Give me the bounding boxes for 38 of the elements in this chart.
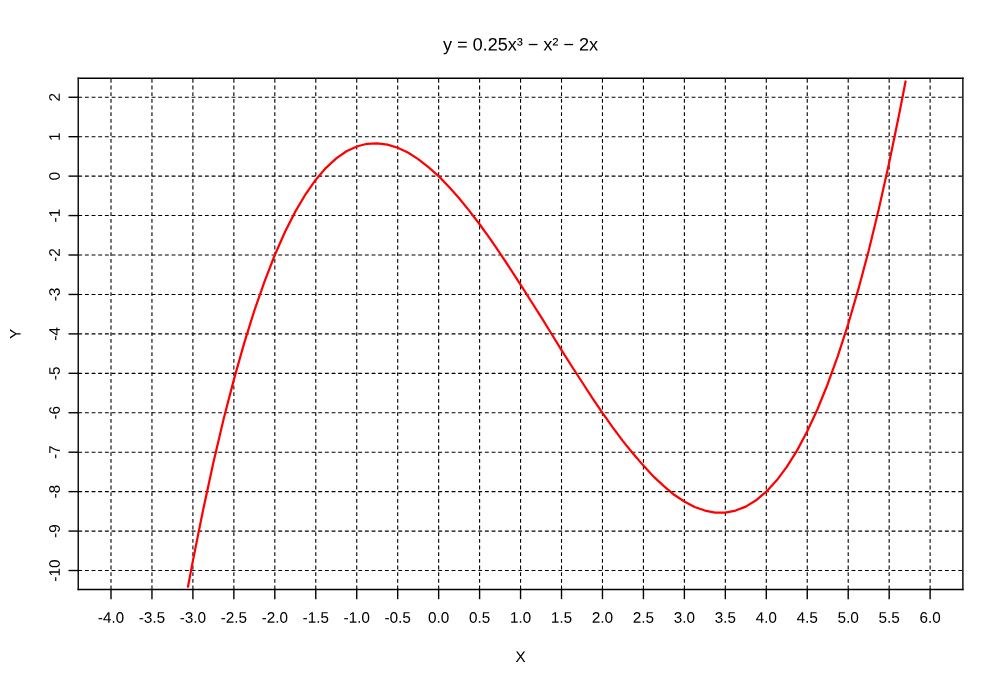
x-tick-label: 2.0	[592, 612, 613, 623]
x-axis-title: X	[515, 651, 526, 662]
x-tick-label: -3.5	[139, 612, 165, 623]
x-tick-label: -2.0	[262, 612, 288, 623]
y-tick-label: -7	[49, 446, 60, 459]
y-tick-label: -2	[49, 248, 60, 262]
x-tick-label: 4.0	[756, 612, 777, 623]
x-tick-label: 0.5	[469, 612, 490, 623]
x-tick-label: -3.0	[180, 612, 206, 623]
y-tick-label: -8	[49, 485, 60, 498]
y-tick-label: -6	[49, 406, 60, 419]
y-tick-label: -4	[49, 327, 60, 340]
x-tick-label: -0.5	[385, 612, 411, 623]
x-tick-label: 5.0	[838, 612, 859, 623]
x-tick-label: -1.5	[303, 612, 329, 623]
x-tick-label: 1.5	[552, 612, 572, 623]
x-tick-label: 6.0	[920, 612, 941, 623]
line-series	[186, 80, 907, 588]
y-tick-label: -10	[49, 560, 60, 581]
y-tick-label: 1	[49, 133, 60, 140]
y-tick-label: 2	[49, 93, 60, 101]
y-axis-title: Y	[10, 329, 21, 339]
x-tick-label: 0.0	[428, 612, 449, 623]
y-tick-label: -3	[49, 288, 60, 301]
x-tick-label: -4.0	[98, 612, 124, 623]
x-tick-label: -1.0	[344, 612, 370, 623]
chart-title: y = 0.25x³ − x² − 2x	[443, 37, 598, 55]
x-tick-label: 3.5	[715, 612, 736, 623]
x-tick-label: 2.5	[633, 612, 654, 623]
x-tick-label: 3.0	[674, 612, 695, 623]
y-tick-label: -1	[49, 209, 60, 222]
x-tick-label: -2.5	[221, 612, 247, 623]
y-tick-label: -5	[49, 367, 60, 380]
y-tick-label: -9	[49, 525, 60, 538]
y-tick-label: 0	[49, 172, 60, 180]
x-tick-label: 1.0	[511, 612, 531, 623]
x-tick-label: 4.5	[796, 612, 818, 623]
x-tick-label: 5.5	[879, 612, 900, 623]
